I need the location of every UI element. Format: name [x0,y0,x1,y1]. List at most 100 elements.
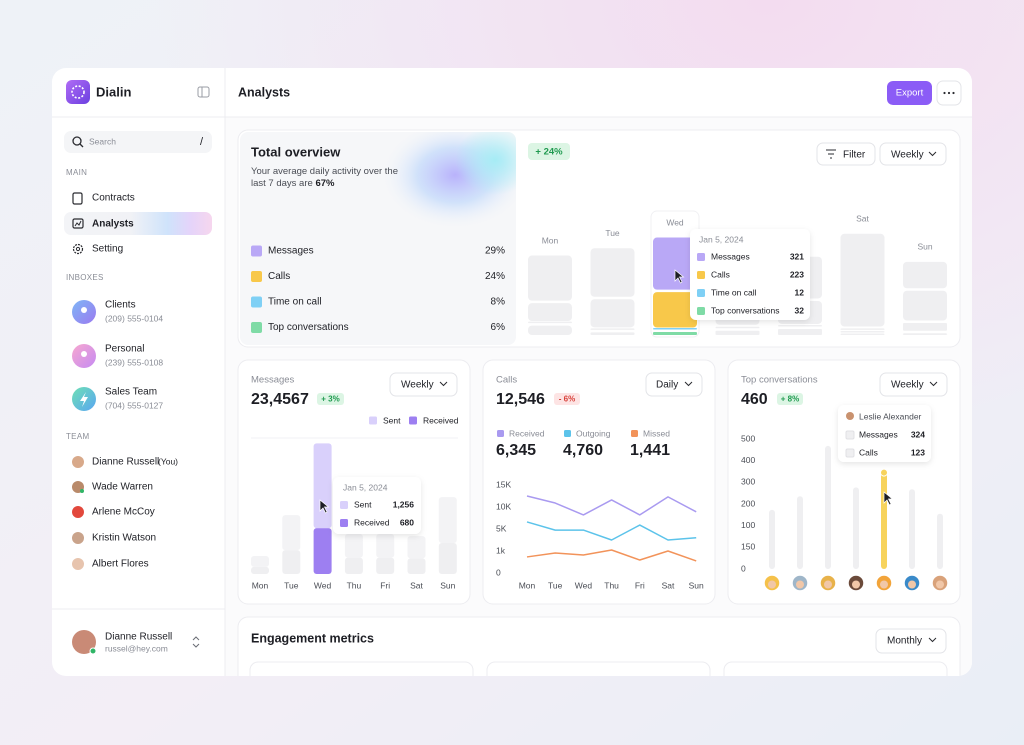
bar-segment [407,558,426,574]
search-placeholder: Search [89,136,116,146]
dropdown-chevron [439,381,448,387]
calls-chart: Received 6,345 Outgoing 4,760 Missed 1,441 15K… [496,428,704,590]
x-avatar-face [936,580,944,589]
more-dot [947,91,951,95]
inbox-name[interactable]: Clients [105,300,136,311]
bar-segment [903,333,947,335]
bar-segment [778,329,822,335]
legend-swatch [497,430,504,437]
user-menu-chevron[interactable] [192,643,200,648]
x-tick-label: Sun [917,242,932,252]
period-dropdown[interactable] [879,142,947,166]
x-avatar-face [852,580,860,589]
collapse-button[interactable] [197,86,210,98]
bar-segment [903,323,947,331]
y-tick-label: 0 [741,563,746,573]
tooltip-box [838,405,931,462]
y-tick-label: 5K [496,523,507,533]
bar [909,489,915,570]
tooltip-value: 1,256 [393,499,415,509]
team-member[interactable]: Wade Warren [92,482,153,493]
nav-item[interactable]: Contracts [92,193,135,204]
filter-label: Filter [843,150,866,161]
period-dropdown[interactable] [875,628,947,654]
x-tick-label: Wed [575,580,593,590]
tooltip-value: 324 [911,429,925,439]
tooltip-label: Calls [711,269,730,279]
legend-label: Missed [643,428,670,438]
legend-label: Sent [383,415,401,425]
tooltip-swatch [697,307,705,315]
search-box[interactable] [64,131,212,153]
nav-item[interactable]: Setting [92,244,123,255]
change-value: + 8% [781,395,799,404]
tooltip-value: 123 [911,447,925,457]
team-member[interactable]: Arlene McCoy [92,507,155,518]
team-avatar [72,532,84,544]
x-tick-label: Sat [856,214,869,224]
tooltip-value: 223 [790,269,804,279]
section-label: TEAM [66,432,89,441]
period-dropdown[interactable] [389,372,458,397]
y-tick-label: 1k [496,545,506,555]
tooltip-date: Jan 5, 2024 [343,482,388,492]
x-tick-label: Mon [252,580,269,590]
x-tick-label: Sat [410,580,423,590]
change-badge [317,393,344,405]
change-value: + 3% [321,395,339,404]
x-tick-label: Sat [662,580,675,590]
x-tick-label: Fri [380,580,390,590]
team-avatar [72,558,84,570]
tooltip-label: Time on call [711,287,757,297]
team-member[interactable]: Dianne Russell [92,457,159,468]
tooltip-label: Received [354,517,390,527]
legend-swatch [369,416,377,425]
legend-total: 6,345 [496,442,536,459]
inbox-name[interactable]: Personal [105,344,144,355]
tooltip-swatch [340,519,348,527]
bar-segment [313,528,332,574]
legend-share: 29% [485,246,505,257]
team-avatar [72,506,84,518]
team-member[interactable]: Albert Flores [92,559,149,570]
legend-label: Top conversations [268,322,349,333]
tooltip-swatch [845,448,855,458]
top-tooltip [838,405,931,462]
user-menu-chevron[interactable] [192,636,200,641]
logo [66,80,90,104]
bar-segment [590,332,635,335]
app-window: Dialin Search / MAIN Contracts Analysts … [52,68,972,676]
legend-swatch [251,296,262,308]
search-icon [72,136,82,146]
change-value: - 6% [559,395,575,404]
bar-segment [282,550,301,574]
change-badge [528,143,570,160]
overview-tooltip [690,229,810,320]
period-dropdown[interactable] [645,372,703,397]
team-member[interactable]: Kristin Watson [92,533,156,544]
bar-segment [653,328,697,330]
filter-button[interactable] [816,142,876,166]
legend-total: 4,760 [563,442,603,459]
legend-swatch [251,322,262,333]
bar-segment [653,292,697,328]
line-series [526,549,697,562]
bar-segment [715,326,760,329]
x-tick-label: Sun [440,580,455,590]
y-tick-label: 15K [496,479,511,489]
card-total: 12,546 [496,391,545,408]
inbox-name[interactable]: Sales Team [105,387,157,398]
bar-segment [715,330,760,335]
x-tick-label: Wed [314,580,332,590]
nav-item[interactable]: Analysts [92,219,134,230]
tooltip-swatch [340,501,348,509]
export-button[interactable] [887,81,932,105]
dropdown-chevron [928,151,937,157]
bar-segment [528,321,572,324]
period-dropdown[interactable] [879,372,948,397]
inbox-phone: (239) 555-0108 [105,357,163,367]
inbox-phone: (209) 555-0104 [105,313,163,323]
change-badge [554,393,580,405]
description-text: Your average daily activity over the las… [251,166,411,190]
